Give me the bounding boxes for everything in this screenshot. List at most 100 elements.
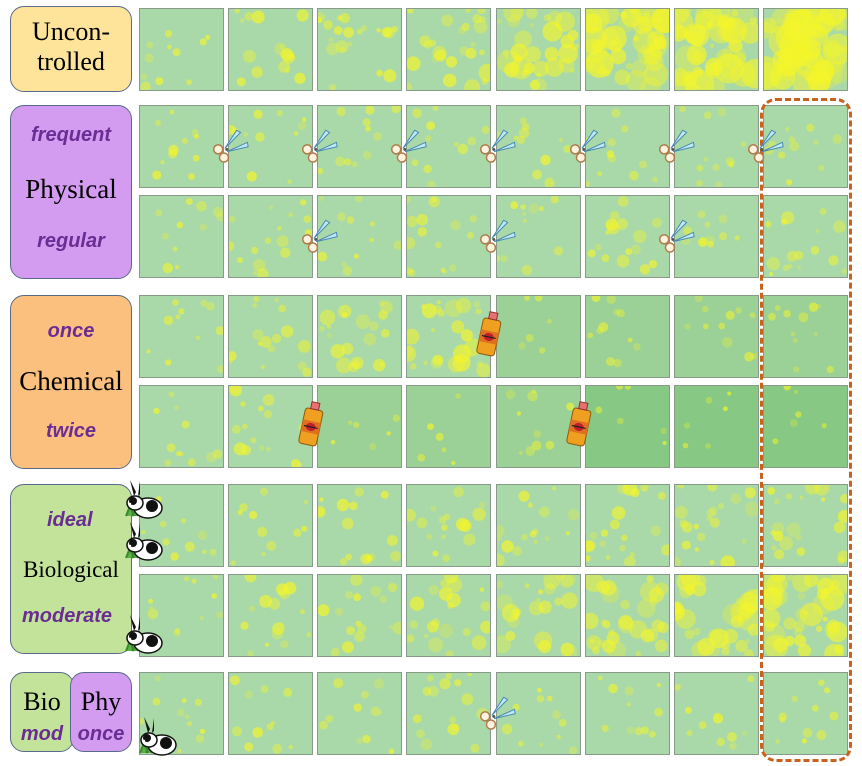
weed-patch (475, 308, 482, 315)
weed-patch (591, 39, 605, 53)
weed-dots (317, 573, 406, 657)
weed-patch (325, 714, 334, 723)
weed-dots (155, 198, 226, 274)
weed-patch (776, 52, 801, 77)
weed-patch (445, 673, 452, 680)
weed-patch (205, 34, 211, 40)
weed-patch (266, 723, 274, 731)
weed-dots (417, 393, 461, 466)
weed-patch (147, 608, 159, 620)
weed-patch (326, 42, 339, 56)
weed-patch (674, 506, 688, 519)
weed-patch (345, 553, 352, 561)
field-tile-biological-moderate-2 (228, 570, 313, 657)
weed-patch (162, 262, 173, 274)
weed-patch (172, 299, 179, 306)
weed-patch (478, 16, 486, 23)
weed-patch (467, 232, 474, 239)
weed-patch (528, 203, 539, 214)
biological-label-box: ideal Biological moderate (10, 484, 132, 654)
weed-patch (598, 675, 603, 681)
weed-patch (451, 460, 456, 466)
weed-patch (200, 299, 208, 307)
weed-dots (403, 195, 477, 277)
weed-patch (802, 610, 809, 616)
weed-patch (544, 177, 555, 189)
weed-patch (388, 582, 398, 592)
weed-patch (633, 229, 647, 244)
weed-patch (174, 265, 180, 270)
weed-patch (249, 605, 256, 612)
weed-patch (496, 535, 503, 542)
weed-patch (616, 254, 630, 268)
weed-patch (786, 179, 793, 186)
weed-patch (260, 365, 265, 370)
weed-patch (783, 309, 791, 318)
weed-patch (589, 638, 595, 644)
weed-patch (510, 201, 519, 210)
weed-patch (431, 197, 437, 203)
weed-patch (339, 557, 348, 566)
weed-patch (278, 304, 286, 313)
weed-dots (765, 208, 848, 277)
field-tile-chemical-twice-7 (674, 385, 759, 468)
weed-patch (648, 38, 667, 58)
weed-patch (293, 131, 299, 136)
weed-patch (521, 533, 528, 541)
weed-patch (606, 294, 616, 304)
weed-patch (153, 407, 160, 414)
weed-patch (781, 218, 788, 225)
weed-patch (186, 721, 193, 727)
weed-patch (360, 553, 372, 565)
weed-patch (423, 164, 432, 174)
weed-patch (789, 419, 798, 427)
weed-patch (410, 363, 417, 370)
weed-patch (587, 249, 596, 258)
weed-patch (234, 8, 240, 14)
weed-patch (501, 723, 513, 735)
weed-patch (337, 15, 343, 21)
weed-patch (369, 221, 375, 227)
field-tile-chemical-once-4 (399, 295, 493, 378)
weed-patch (407, 7, 414, 14)
weed-patch (461, 693, 474, 706)
weed-patch (544, 47, 559, 61)
weed-patch (717, 503, 724, 510)
weed-patch (773, 637, 787, 652)
weed-patch (182, 137, 188, 144)
weed-patch (349, 501, 358, 511)
weed-patch (258, 405, 264, 412)
weed-patch (251, 10, 265, 24)
weed-patch (793, 366, 800, 373)
weed-patch (707, 481, 718, 492)
weed-patch (625, 248, 633, 256)
weed-patch (806, 64, 812, 69)
field-tile-physical-regular-3 (317, 194, 403, 278)
weed-patch (621, 125, 629, 133)
weed-patch (241, 423, 248, 430)
weed-patch (392, 414, 400, 422)
weed-patch (427, 620, 439, 633)
weed-patch (244, 11, 254, 21)
weed-dots (684, 293, 758, 362)
weed-patch (405, 267, 413, 275)
weed-patch (369, 237, 374, 243)
weed-patch (611, 506, 626, 520)
weed-patch (319, 497, 324, 502)
weed-patch (735, 307, 742, 314)
weed-patch (350, 573, 363, 586)
field-tile-combined-2 (228, 672, 313, 755)
weed-patch (637, 598, 656, 618)
weed-patch (388, 748, 395, 755)
weed-patch (536, 597, 541, 602)
weed-dots (670, 481, 760, 570)
combined-phy-box: Phy once (70, 672, 132, 752)
weed-patch (529, 79, 541, 90)
weed-patch (829, 711, 839, 721)
physical-frequent-label: frequent (31, 124, 111, 146)
weed-patch (745, 639, 751, 644)
weed-patch (406, 56, 421, 71)
weed-dots (667, 567, 766, 660)
weed-patch (543, 572, 560, 590)
weed-patch (215, 326, 225, 336)
